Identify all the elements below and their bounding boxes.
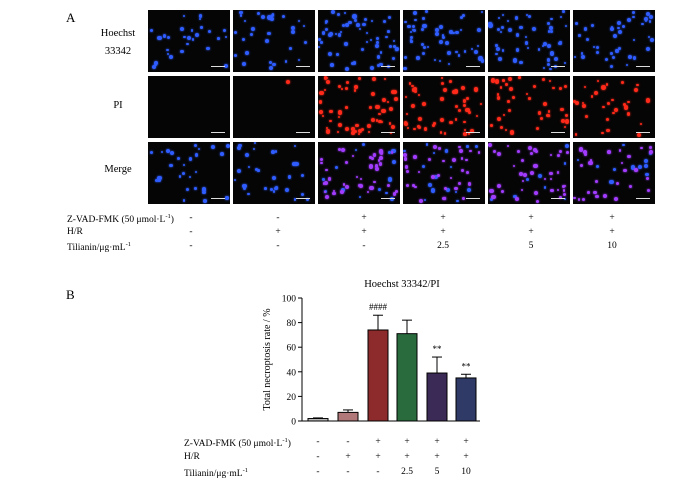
panel-b-treatment-value: + (345, 452, 351, 462)
panel-a-treatment-value: + (361, 213, 367, 223)
y-tick-label: 20 (287, 393, 297, 403)
panel-b-treatment-value: 10 (461, 467, 471, 477)
panel-b-letter: B (66, 287, 75, 302)
panel-b-treatment-label-1: Z-VAD-FMK (50 μmol·L-1) (184, 437, 291, 449)
panel-a-treatment-label-text: Tilianin/μg·mL (67, 243, 126, 254)
panel-b-treatment-value: - (346, 437, 350, 447)
panel-a-treatment-label-sup: -1 (125, 241, 132, 248)
panel-a-treatment-label-close: ) (170, 215, 174, 226)
bar-2 (337, 411, 359, 422)
pi-image-1 (148, 76, 230, 138)
panel-a-treatment-value: - (189, 227, 193, 237)
bar-3 (367, 329, 389, 422)
panel-a-treatment-label-2: H/R (67, 227, 83, 237)
panel-b-treatment-value: + (434, 452, 440, 462)
hoechst-image-2 (233, 10, 315, 72)
panel-a-treatment-value: + (275, 227, 281, 237)
panel-a-treatment-value: + (609, 213, 615, 223)
panel-a-treatment-value: 10 (607, 241, 617, 251)
y-axis-label: Total necroptosis rate / % (262, 308, 273, 410)
panel-a-treatment-value: - (362, 241, 366, 251)
hoechst-image-3 (318, 10, 400, 72)
panel-a-letter: A (66, 10, 76, 25)
panel-b-treatment-label-2: H/R (184, 452, 200, 462)
panel-a-treatment-value: + (440, 213, 446, 223)
significance-label-5: ** (433, 344, 443, 354)
panel-b-treatment-value: - (316, 467, 320, 477)
panel-b-treatment-value: + (375, 452, 381, 462)
bar-5 (426, 372, 448, 422)
panel-a-treatment-value: + (361, 227, 367, 237)
panel-a-treatment-label-text: Z-VAD-FMK (50 μmol·L (67, 215, 166, 226)
panel-b-treatment-value: + (375, 437, 381, 447)
pi-image-6 (573, 76, 655, 138)
merge-image-5 (488, 142, 570, 204)
merge-image-6 (573, 142, 655, 204)
row-label-hoechst-line2: 33342 (104, 46, 132, 57)
panel-b-treatment-value: - (316, 437, 320, 447)
panel-b-treatment-value: 5 (434, 467, 440, 477)
panel-b-treatment-label-close: ) (287, 439, 291, 450)
panel-a-treatment-value: - (189, 213, 193, 223)
panel-a-treatment-value: + (528, 227, 534, 237)
panel-b-treatment-value: - (316, 452, 320, 462)
hoechst-image-6 (573, 10, 655, 72)
panel-a-treatment-value: - (276, 213, 280, 223)
panel-b-treatment-label-text: Z-VAD-FMK (50 μmol·L (184, 439, 283, 450)
panel-b-treatment-value: + (463, 452, 469, 462)
panel-b-treatment-label-3: Tilianin/μg·mL-1 (184, 467, 248, 479)
panel-b-treatment-value: - (346, 467, 350, 477)
hoechst-image-5 (488, 10, 570, 72)
panel-b-treatment-value: + (404, 437, 410, 447)
panel-a-treatment-label-3: Tilianin/μg·mL-1 (67, 241, 131, 253)
y-tick-label: 0 (291, 418, 296, 428)
row-label-hoechst: Hoechst 33342 (88, 27, 148, 59)
panel-b-treatment-label-sup: -1 (242, 467, 249, 474)
chart-title: Hoechst 33342/PI (364, 279, 440, 290)
merge-image-2 (233, 142, 315, 204)
panel-a-treatment-value: + (440, 227, 446, 237)
pi-image-3 (318, 76, 400, 138)
significance-label-3: #### (369, 302, 388, 312)
panel-a-treatment-label-text: H/R (67, 227, 83, 237)
pi-image-2 (233, 76, 315, 138)
panel-b-treatment-label-text: Tilianin/μg·mL (184, 469, 243, 480)
hoechst-image-1 (148, 10, 230, 72)
panel-b-treatment-label-sup: -1 (282, 437, 288, 444)
y-tick-label: 100 (282, 295, 297, 305)
pi-image-5 (488, 76, 570, 138)
panel-b-treatment-value: + (434, 437, 440, 447)
panel-b-treatment-label-text: H/R (184, 452, 200, 462)
y-tick-label: 40 (287, 368, 297, 378)
panel-a-treatment-label-1: Z-VAD-FMK (50 μmol·L-1) (67, 213, 174, 225)
panel-a-treatment-value: 5 (528, 241, 534, 251)
row-label-pi: PI (113, 100, 123, 111)
panel-a-treatment-value: - (276, 241, 280, 251)
panel-a-treatment-label-sup: -1 (165, 213, 171, 220)
row-label-merge: Merge (104, 164, 132, 175)
merge-image-3 (318, 142, 400, 204)
significance-label-6: ** (462, 361, 472, 371)
y-tick-label: 80 (287, 319, 297, 329)
panel-a-treatment-value: 2.5 (437, 241, 449, 251)
panel-b-treatment-value: - (376, 467, 380, 477)
merge-image-4 (403, 142, 485, 204)
bar-1 (307, 418, 329, 422)
panel-b-treatment-value: + (463, 437, 469, 447)
panel-a-treatment-value: - (189, 241, 193, 251)
panel-a-treatment-value: + (609, 227, 615, 237)
merge-image-1 (148, 142, 230, 204)
hoechst-image-4 (403, 10, 485, 72)
panel-b-treatment-value: + (404, 452, 410, 462)
row-label-hoechst-line1: Hoechst (100, 28, 136, 39)
y-tick-label: 60 (287, 344, 297, 354)
panel-b-treatment-value: 2.5 (401, 467, 413, 477)
panel-a-treatment-value: + (528, 213, 534, 223)
bar-4 (396, 333, 418, 422)
pi-image-4 (403, 76, 485, 138)
bar-6 (455, 377, 477, 422)
